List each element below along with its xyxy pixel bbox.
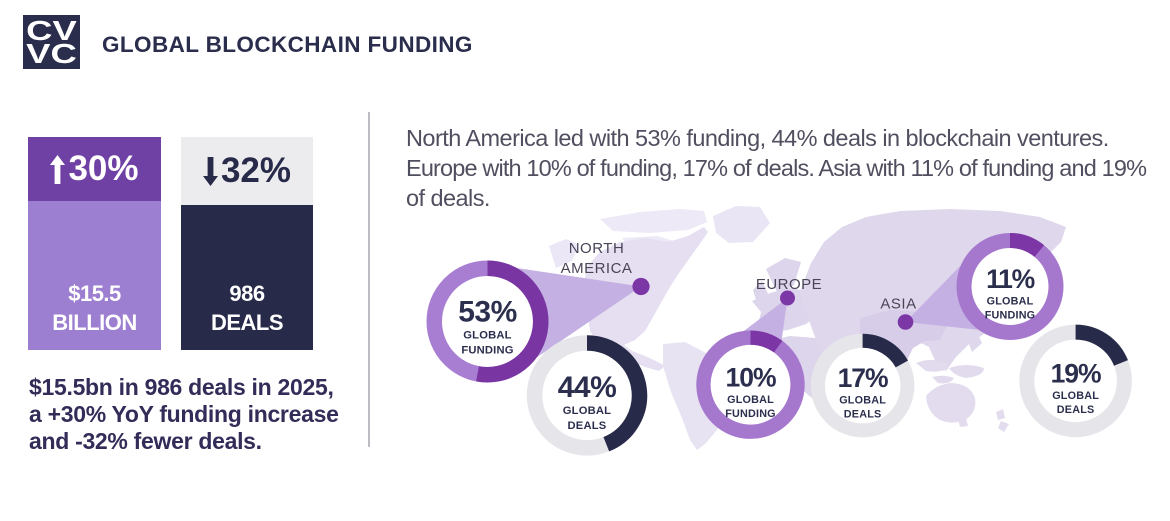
svg-text:10%: 10% (725, 362, 775, 392)
svg-text:DEALS: DEALS (844, 409, 882, 421)
svg-text:17%: 17% (838, 363, 888, 393)
svg-text:44%: 44% (558, 371, 617, 404)
svg-text:ASIA: ASIA (880, 296, 916, 313)
svg-text:FUNDING: FUNDING (985, 310, 1036, 322)
svg-text:GLOBAL: GLOBAL (839, 395, 886, 407)
svg-text:FUNDING: FUNDING (461, 344, 513, 356)
svg-text:DEALS: DEALS (568, 420, 607, 432)
svg-text:19%: 19% (1051, 358, 1101, 388)
svg-text:GLOBAL: GLOBAL (727, 394, 774, 406)
svg-text:DEALS: DEALS (1057, 404, 1095, 416)
svg-text:53%: 53% (458, 296, 517, 329)
svg-text:AMERICA: AMERICA (561, 260, 633, 277)
svg-text:GLOBAL: GLOBAL (563, 405, 611, 417)
svg-text:EUROPE: EUROPE (756, 276, 822, 293)
svg-text:FUNDING: FUNDING (725, 408, 776, 420)
svg-text:GLOBAL: GLOBAL (463, 329, 511, 341)
svg-text:GLOBAL: GLOBAL (987, 296, 1034, 308)
svg-text:NORTH: NORTH (569, 240, 625, 257)
svg-text:GLOBAL: GLOBAL (1052, 390, 1099, 402)
svg-text:11%: 11% (986, 264, 1034, 294)
